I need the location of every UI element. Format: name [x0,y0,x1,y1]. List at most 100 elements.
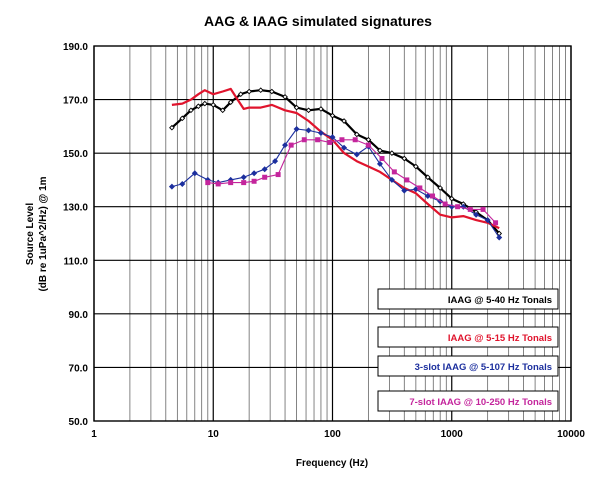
data-point [168,183,175,190]
data-point [329,134,336,141]
data-point [205,180,211,186]
data-point [215,181,221,187]
data-point [282,142,289,149]
data-point [404,177,410,183]
data-point [179,180,186,187]
data-point [352,137,358,143]
data-point [448,195,455,202]
legend-label: 7-slot IAAG @ 10-250 Hz Tonals [409,397,552,408]
data-point [269,88,275,95]
data-point [240,174,247,181]
series-4 [205,137,499,226]
legend: IAAG @ 5-40 Hz Tonals IAAG @ 5-15 Hz Tona… [377,288,559,412]
data-point [201,100,208,107]
y-axis-label: Source Level (dB re 1uPa^2/Hz) @ 1m [25,176,49,291]
y-tick-label: 90.0 [69,310,89,321]
data-point [354,131,360,138]
legend-item-4: 7-slot IAAG @ 10-250 Hz Tonals [377,390,559,412]
data-point [219,107,226,114]
data-point [493,220,499,226]
legend-box [377,288,559,310]
data-point [228,180,234,186]
y-axis-label-line2: (dB re 1uPa^2/Hz) @ 1m [38,176,49,291]
data-point [329,112,336,119]
data-point [305,107,312,114]
data-point [484,217,491,224]
data-point [275,172,281,178]
data-point [327,139,333,145]
data-point [188,107,194,114]
data-point [442,201,448,207]
legend-box [377,355,559,377]
data-point [241,180,247,186]
data-point [353,151,360,158]
data-point [288,142,294,148]
data-point [473,211,480,218]
legend-label: IAAG @ 5-40 Hz Tonals [448,295,552,306]
y-axis-ticks: 50.0 70.0 90.0 110.0 130.0 150.0 170.0 190.0 [63,42,88,428]
legend-item-1: IAAG @ 5-40 Hz Tonals [377,288,559,310]
x-tick-label: 1000 [441,429,464,440]
data-point [246,88,252,95]
legend-item-2: IAAG @ 5-15 Hz Tonals [377,326,559,348]
x-axis-label: Frequency (Hz) [296,458,368,469]
legend-label: IAAG @ 5-15 Hz Tonals [448,333,552,344]
data-point [339,137,345,143]
y-tick-label: 50.0 [69,417,89,428]
data-point [377,147,383,154]
data-point [437,185,444,191]
legend-box [377,326,559,348]
data-point [237,91,244,98]
data-point [227,99,234,106]
data-point [430,193,436,199]
data-point [365,142,371,148]
data-point [257,87,264,94]
plot-frame [93,45,572,422]
data-point [424,174,431,181]
data-point [341,144,348,151]
data-point [169,124,175,131]
data-point [262,174,268,180]
legend-label: 3-slot IAAG @ 5-107 Hz Tonals [415,362,552,373]
data-point [391,169,397,175]
y-tick-label: 110.0 [64,256,89,267]
data-point [210,102,217,108]
data-point [251,170,258,177]
data-point [293,104,300,111]
y-tick-label: 190.0 [63,42,88,53]
data-point [467,206,473,212]
data-point [282,94,288,100]
x-tick-label: 1 [91,429,97,440]
data-point [376,160,383,167]
data-point [195,103,202,110]
data-point [305,127,312,134]
data-point [496,234,503,241]
y-tick-label: 70.0 [69,363,89,374]
data-point [401,155,408,162]
y-axis-label-line1: Source Level [25,203,36,265]
data-point [365,136,372,143]
legend-box [377,390,559,412]
data-point [388,176,395,183]
x-tick-label: 10 [208,429,220,440]
data-point [293,126,300,133]
x-tick-label: 100 [324,429,341,440]
data-point [318,106,324,112]
data-point [401,187,408,194]
data-series [168,87,503,241]
data-point [315,137,321,143]
data-point [317,130,324,137]
data-point [261,166,268,173]
y-tick-label: 150.0 [63,149,88,160]
x-tick-label: 10000 [557,429,585,440]
data-point [480,206,486,212]
data-point [417,185,423,191]
y-tick-label: 130.0 [63,203,88,214]
data-point [455,204,461,210]
series-line [171,87,500,230]
data-point [179,115,186,122]
data-point [272,158,279,165]
data-point [191,170,198,177]
data-point [389,150,395,156]
